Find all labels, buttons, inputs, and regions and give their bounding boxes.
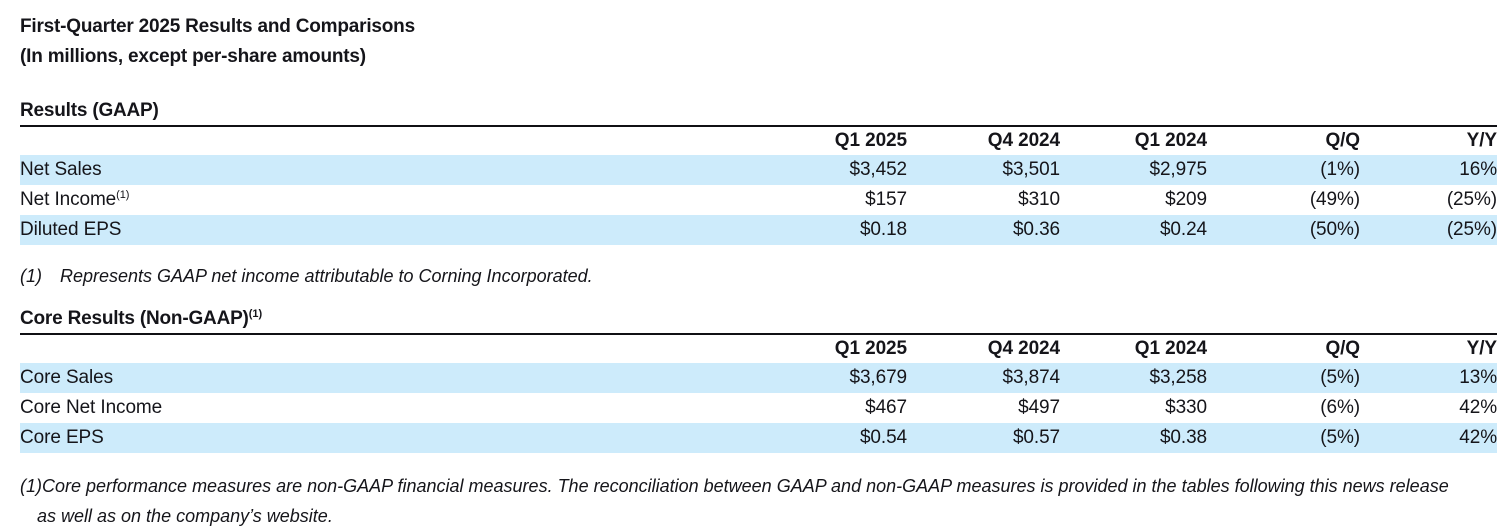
footnote-marker: (1) xyxy=(20,476,42,496)
core-column-header-qq: Q/Q xyxy=(1325,338,1360,359)
cell-value: (25%) xyxy=(1360,215,1497,245)
core-column-header-q1-2025: Q1 2025 xyxy=(834,338,907,359)
gaap-results-table: Q1 2025 Q4 2024 Q1 2024 Q/Q Y/Y Net Sale… xyxy=(20,127,1497,245)
gaap-footnote: (1) Represents GAAP net income attributab… xyxy=(20,265,1497,287)
row-label: Net Sales xyxy=(20,155,757,185)
table-row-core-eps: Core EPS $0.54 $0.57 $0.38 (5%) 42% xyxy=(20,423,1497,453)
core-column-header-yy: Y/Y xyxy=(1466,338,1497,359)
cell-value: $3,258 xyxy=(1060,363,1207,393)
table-row-diluted-eps: Diluted EPS $0.18 $0.36 $0.24 (50%) (25%… xyxy=(20,215,1497,245)
row-label-text: Core Sales xyxy=(20,367,113,388)
row-label-text: Net Income xyxy=(20,189,117,210)
cell-value: $3,501 xyxy=(907,155,1060,185)
gaap-column-header-q4-2024: Q4 2024 xyxy=(987,130,1060,151)
gaap-column-header-yy: Y/Y xyxy=(1466,130,1497,151)
core-footnote: (1)Core performance measures are non-GAA… xyxy=(20,471,1467,531)
gaap-header-spacer xyxy=(20,127,757,155)
gaap-header-row: Q1 2025 Q4 2024 Q1 2024 Q/Q Y/Y xyxy=(20,127,1497,155)
page-title: First-Quarter 2025 Results and Compariso… xyxy=(20,16,415,37)
gaap-section-heading: Results (GAAP) xyxy=(20,100,1497,127)
core-section-heading: Core Results (Non-GAAP)(1) xyxy=(20,303,1497,335)
cell-value: $209 xyxy=(1165,189,1207,210)
cell-value: (5%) xyxy=(1207,363,1360,393)
table-row-core-net-income: Core Net Income $467 $497 $330 (6%) 42% xyxy=(20,393,1497,423)
cell-value: 13% xyxy=(1360,363,1497,393)
cell-value: (25%) xyxy=(1446,189,1497,210)
row-label-text: Core EPS xyxy=(20,427,104,448)
footnote-text: Represents GAAP net income attributable … xyxy=(60,266,593,286)
cell-value: 42% xyxy=(1360,423,1497,453)
cell-value: $497 xyxy=(1018,397,1060,418)
gaap-column-header-q1-2025: Q1 2025 xyxy=(834,130,907,151)
cell-value: (1%) xyxy=(1207,155,1360,185)
row-label-text: Diluted EPS xyxy=(20,219,122,240)
heading-footnote-superscript: (1) xyxy=(248,308,263,320)
cell-value: $330 xyxy=(1165,397,1207,418)
cell-value: (6%) xyxy=(1320,397,1360,418)
footnote-marker: (1) xyxy=(20,266,42,286)
cell-value: 42% xyxy=(1459,397,1497,418)
row-label: Net Income(1) xyxy=(20,185,757,215)
core-results-table: Q1 2025 Q4 2024 Q1 2024 Q/Q Y/Y Core Sal… xyxy=(20,335,1497,453)
table-row-core-sales: Core Sales $3,679 $3,874 $3,258 (5%) 13% xyxy=(20,363,1497,393)
cell-value: $3,874 xyxy=(907,363,1060,393)
cell-value: $2,975 xyxy=(1060,155,1207,185)
cell-value: $467 xyxy=(865,397,907,418)
cell-value: $3,679 xyxy=(757,363,907,393)
core-header-row: Q1 2025 Q4 2024 Q1 2024 Q/Q Y/Y xyxy=(20,335,1497,363)
table-row-net-sales: Net Sales $3,452 $3,501 $2,975 (1%) 16% xyxy=(20,155,1497,185)
core-header-spacer xyxy=(20,335,757,363)
row-label: Core Net Income xyxy=(20,393,757,423)
footnote-text: Core performance measures are non-GAAP f… xyxy=(37,476,1449,526)
cell-value: $0.36 xyxy=(907,215,1060,245)
core-section-heading-label: Core Results (Non-GAAP) xyxy=(20,308,249,329)
gaap-section-heading-label: Results (GAAP) xyxy=(20,100,159,121)
page-subtitle: (In millions, except per-share amounts) xyxy=(20,46,366,67)
cell-value: $0.38 xyxy=(1060,423,1207,453)
cell-value: (50%) xyxy=(1207,215,1360,245)
cell-value: $0.54 xyxy=(757,423,907,453)
gaap-column-header-qq: Q/Q xyxy=(1325,130,1360,151)
footnote-superscript: (1) xyxy=(116,189,130,201)
cell-value: $3,452 xyxy=(757,155,907,185)
core-column-header-q4-2024: Q4 2024 xyxy=(987,338,1060,359)
cell-value: (49%) xyxy=(1309,189,1360,210)
gaap-column-header-q1-2024: Q1 2024 xyxy=(1134,130,1207,151)
row-label: Diluted EPS xyxy=(20,215,757,245)
row-label-text: Core Net Income xyxy=(20,397,163,418)
table-row-net-income: Net Income(1) $157 $310 $209 (49%) (25%) xyxy=(20,185,1497,215)
core-column-header-q1-2024: Q1 2024 xyxy=(1134,338,1207,359)
row-label: Core EPS xyxy=(20,423,757,453)
cell-value: $0.18 xyxy=(757,215,907,245)
cell-value: $310 xyxy=(1018,189,1060,210)
cell-value: $157 xyxy=(865,189,907,210)
cell-value: (5%) xyxy=(1207,423,1360,453)
row-label-text: Net Sales xyxy=(20,159,102,180)
cell-value: $0.24 xyxy=(1060,215,1207,245)
cell-value: $0.57 xyxy=(907,423,1060,453)
cell-value: 16% xyxy=(1360,155,1497,185)
row-label: Core Sales xyxy=(20,363,757,393)
